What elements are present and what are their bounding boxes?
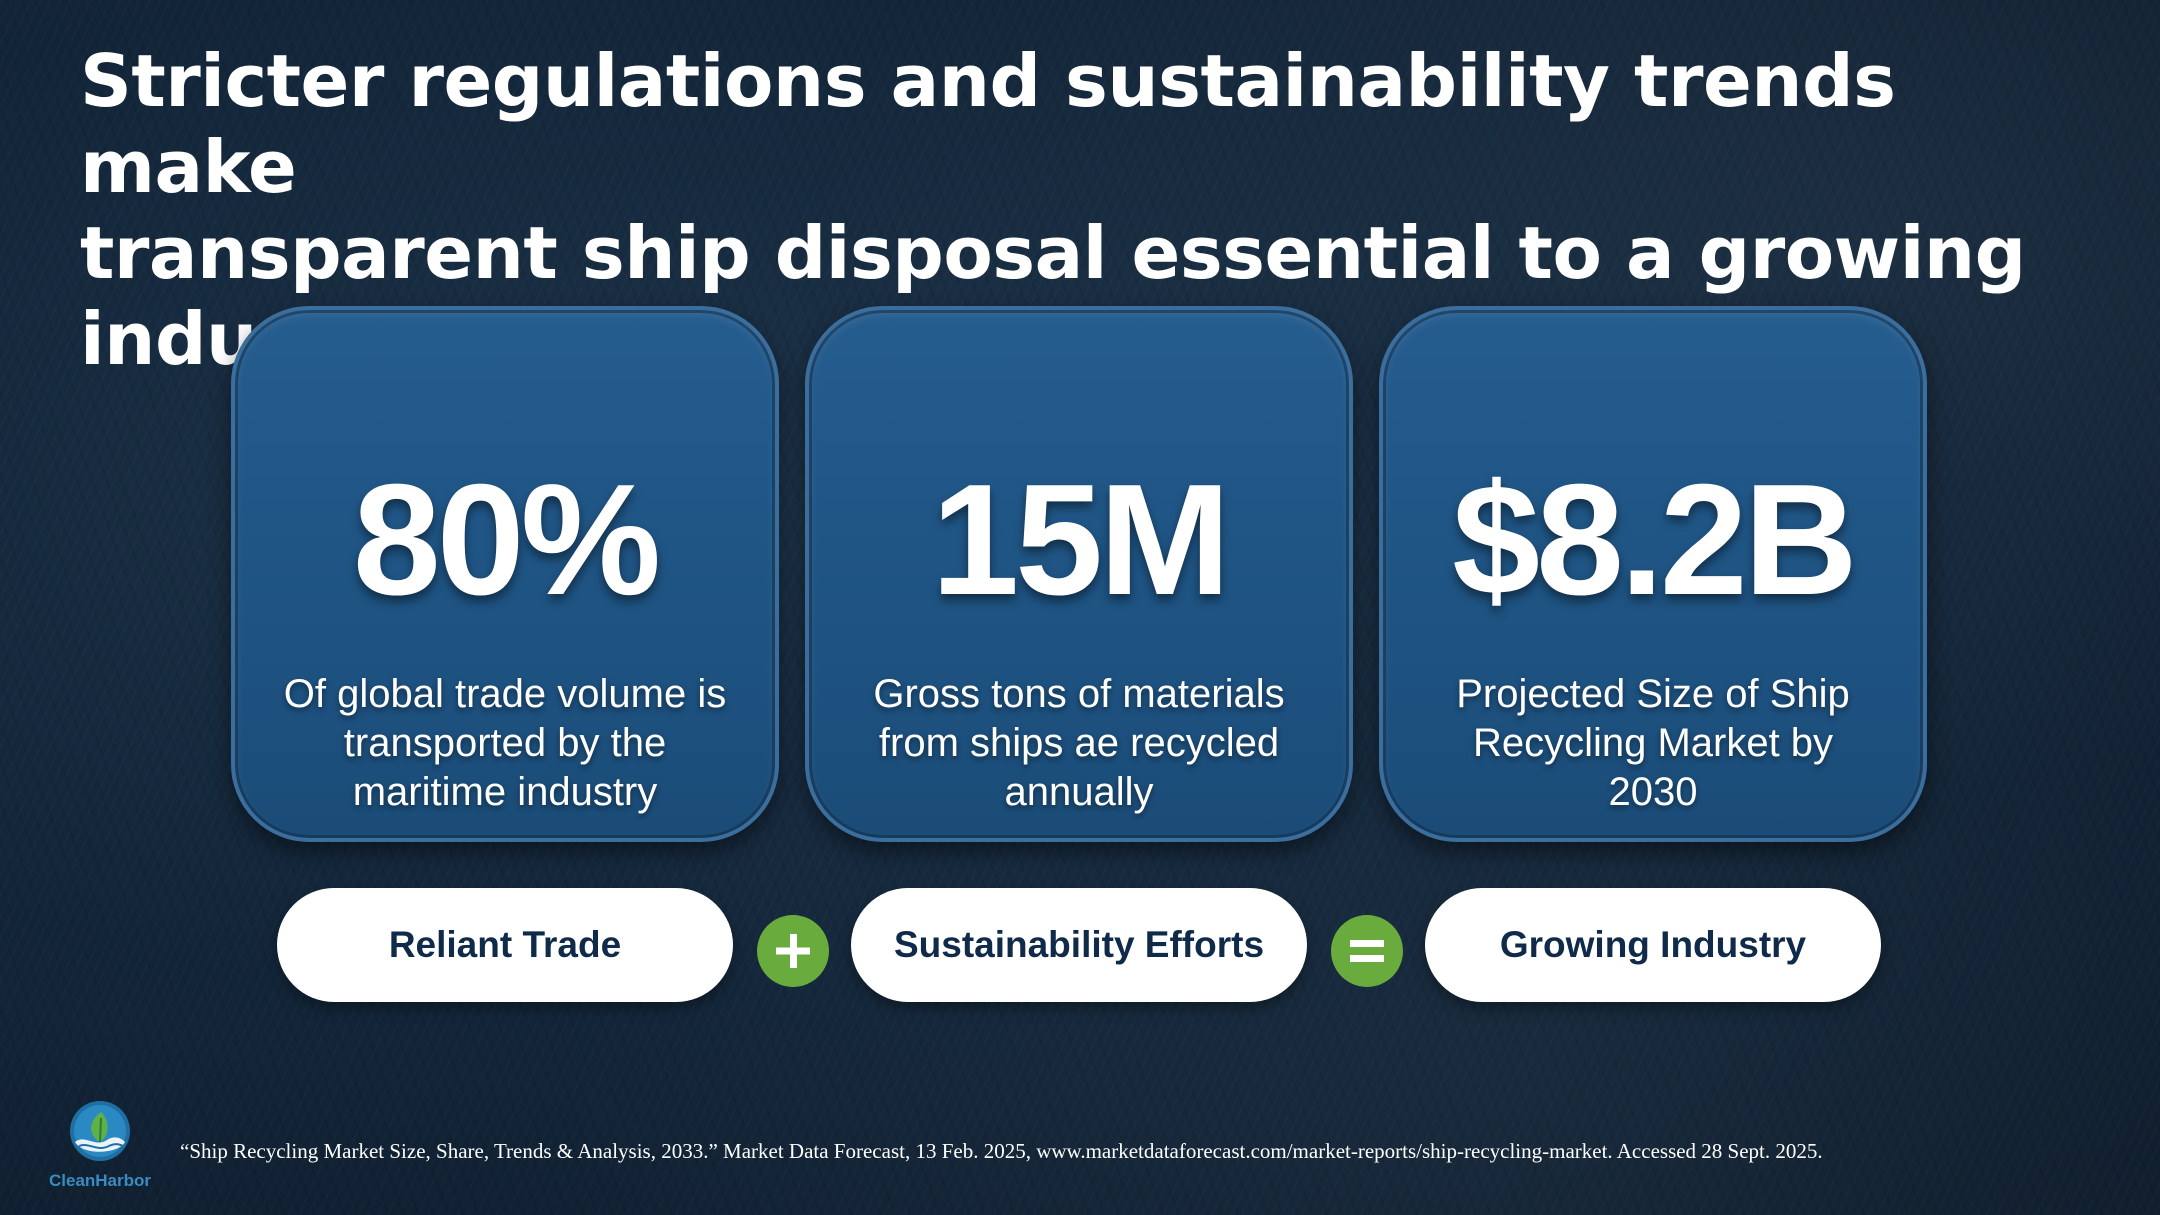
stat-card-market-size: $8.2B Projected Size of Ship Recycling M… [1379,306,1927,842]
stat-card-trade: 80% Of global trade volume is transporte… [231,306,779,842]
stat-description: Of global trade volume is transported by… [275,670,735,817]
stat-description-line: transported by the [343,721,667,765]
stat-description-line: Gross tons of materials [873,672,1285,716]
stat-description-line: Recycling Market by [1472,721,1834,765]
stat-description-line: maritime industry [352,770,658,814]
stat-description-line: annually [1004,770,1154,814]
plus-icon [757,915,829,987]
equation-term-reliant-trade: Reliant Trade [277,888,733,1002]
equation-result-growing-industry: Growing Industry [1425,888,1881,1002]
stat-description: Gross tons of materials from ships ae re… [849,670,1309,817]
stat-description-line: Of global trade volume is [283,672,727,716]
stat-description: Projected Size of Ship Recycling Market … [1423,670,1883,817]
stat-value: 15M [931,452,1230,628]
equals-icon [1331,915,1403,987]
slide-title-line-1: Stricter regulations and sustainability … [80,39,1896,209]
logo-wordmark: CleanHarbor [48,1171,152,1190]
stat-card-recycled-tons: 15M Gross tons of materials from ships a… [805,306,1353,842]
stat-value: 80% [352,452,661,628]
equation-term-sustainability-efforts: Sustainability Efforts [851,888,1307,1002]
stat-description-line: 2030 [1608,770,1698,814]
stat-value: $8.2B [1452,452,1858,628]
stat-description-line: Projected Size of Ship [1456,672,1850,716]
clean-harbor-logo: CleanHarbor [44,1098,156,1191]
leaf-wave-logo-icon [70,1101,130,1161]
source-citation: “Ship Recycling Market Size, Share, Tren… [180,1139,1823,1163]
stat-description-line: from ships ae recycled [878,721,1280,765]
